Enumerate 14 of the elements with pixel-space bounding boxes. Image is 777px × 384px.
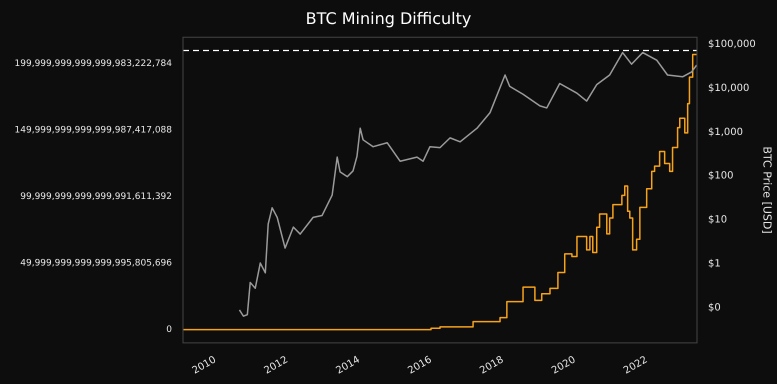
- chart-title: BTC Mining Difficulty: [306, 8, 472, 28]
- y2-tick-label: $0: [708, 302, 721, 314]
- y-tick-label: 99,999,999,999,999,991,611,392: [20, 192, 172, 202]
- y2-tick-label: $100,000: [708, 38, 756, 50]
- y2-tick-label: $1,000: [708, 126, 743, 138]
- y-tick-label: 49,999,999,999,999,995,805,696: [20, 258, 172, 268]
- y-tick-label: 0: [166, 324, 172, 335]
- y2-tick-label: $10,000: [708, 82, 750, 94]
- y-tick-label: 199,999,999,999,999,983,222,784: [14, 59, 172, 70]
- y-tick-label: 149,999,999,999,999,987,417,088: [14, 126, 172, 136]
- y2-tick-label: $1: [708, 258, 721, 270]
- y2-axis-title: BTC Price [USD]: [760, 146, 774, 234]
- y2-tick-label: $10: [708, 214, 728, 226]
- y2-tick-label: $100: [708, 170, 734, 182]
